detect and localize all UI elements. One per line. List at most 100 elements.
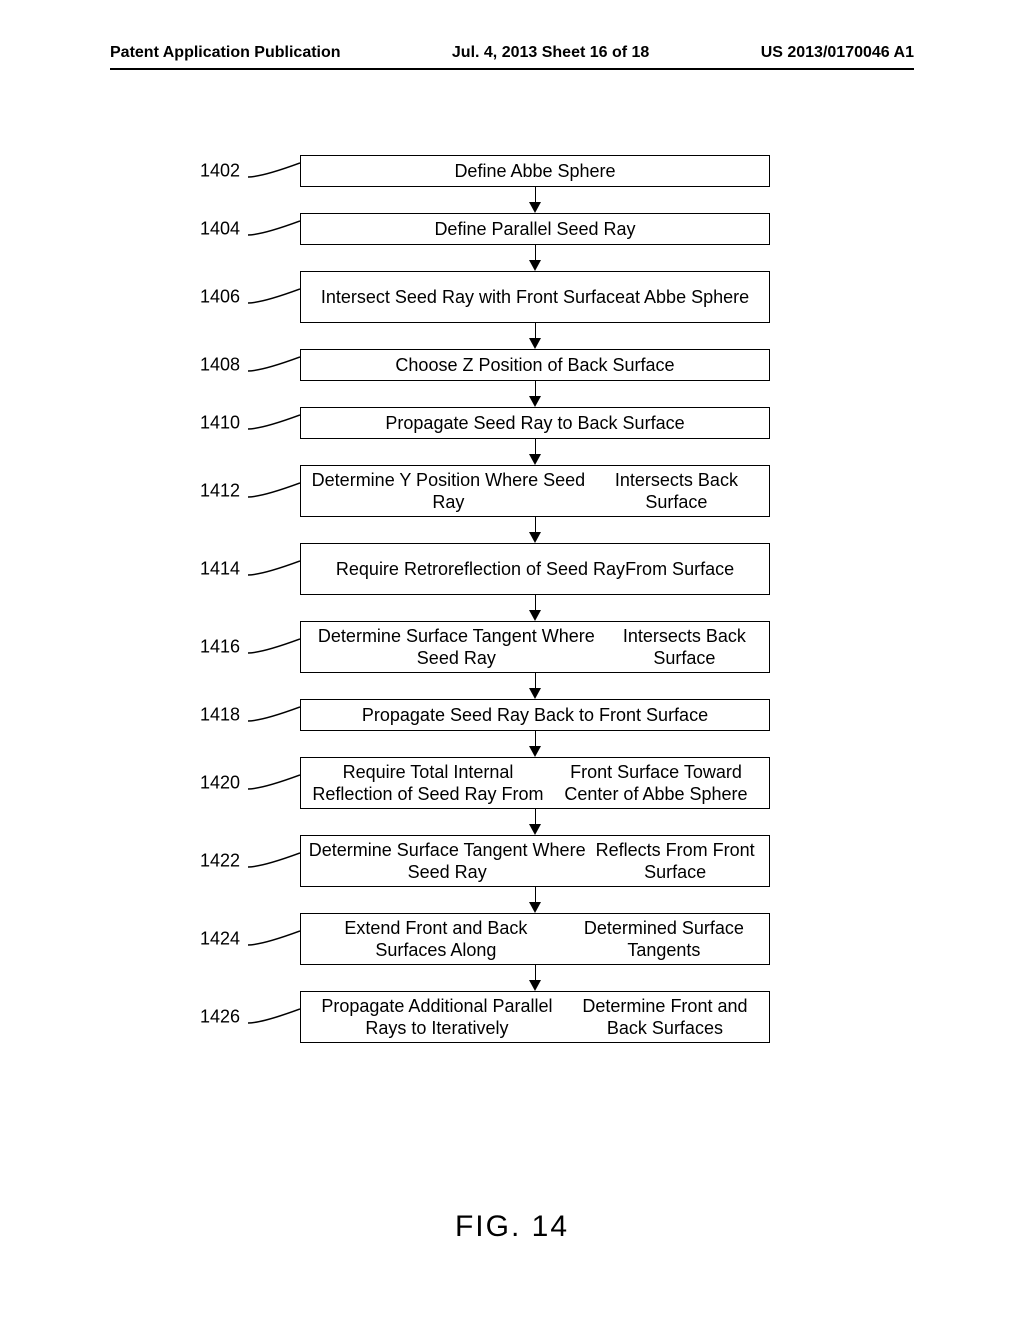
flow-step-line: Require Retroreflection of Seed Ray	[336, 558, 625, 581]
flow-step-ref: 1412	[200, 481, 240, 502]
flow-step-box: Propagate Seed Ray Back to Front Surface	[300, 699, 770, 731]
arrow-shaft	[535, 381, 536, 397]
flow-arrow	[300, 323, 770, 349]
flow-step-line: at Abbe Sphere	[625, 286, 749, 309]
flow-step-box: Extend Front and Back Surfaces AlongDete…	[300, 913, 770, 965]
flow-arrow	[300, 673, 770, 699]
flow-step-line: Extend Front and Back Surfaces Along	[307, 917, 565, 962]
flow-arrow	[300, 595, 770, 621]
flow-step-line: Require Total Internal Reflection of See…	[307, 761, 549, 806]
flow-arrow	[300, 187, 770, 213]
arrow-head-icon	[529, 454, 541, 465]
flow-step-ref: 1418	[200, 705, 240, 726]
flow-step-line: Define Abbe Sphere	[454, 160, 615, 183]
flow-step-box: Determine Y Position Where Seed RayInter…	[300, 465, 770, 517]
arrow-head-icon	[529, 980, 541, 991]
leader-curve	[244, 1005, 300, 1032]
flow-arrow	[300, 965, 770, 991]
flow-step-box: Determine Surface Tangent Where Seed Ray…	[300, 621, 770, 673]
leader-curve	[244, 411, 300, 438]
flow-step-box: Choose Z Position of Back Surface	[300, 349, 770, 381]
arrow-shaft	[535, 323, 536, 339]
flow-step-ref: 1406	[200, 287, 240, 308]
flow-step-ref: 1426	[200, 1007, 240, 1028]
header-center: Jul. 4, 2013 Sheet 16 of 18	[452, 44, 649, 62]
flow-step-line: Define Parallel Seed Ray	[434, 218, 635, 241]
arrow-shaft	[535, 517, 536, 533]
flow-arrow	[300, 439, 770, 465]
flow-step-ref: 1408	[200, 355, 240, 376]
flow-step-line: Intersects Back Surface	[606, 625, 763, 670]
arrow-head-icon	[529, 532, 541, 543]
flow-step-line: Determine Front and Back Surfaces	[567, 995, 763, 1040]
flow-step-ref: 1402	[200, 161, 240, 182]
arrow-shaft	[535, 809, 536, 825]
flow-step-box: Require Retroreflection of Seed RayFrom …	[300, 543, 770, 595]
flow-step-line: Propagate Seed Ray to Back Surface	[385, 412, 684, 435]
flow-arrow	[300, 245, 770, 271]
flow-step-line: Propagate Additional Parallel Rays to It…	[307, 995, 567, 1040]
leader-curve	[244, 557, 300, 584]
leader-curve	[244, 927, 300, 954]
flow-arrow	[300, 887, 770, 913]
arrow-shaft	[535, 731, 536, 747]
flow-arrow	[300, 381, 770, 407]
flow-step-line: Front Surface Toward Center of Abbe Sphe…	[549, 761, 763, 806]
flow-step-line: Determine Y Position Where Seed Ray	[307, 469, 590, 514]
page-header: Patent Application Publication Jul. 4, 2…	[110, 44, 914, 62]
flow-step-line: From Surface	[625, 558, 734, 581]
arrow-head-icon	[529, 202, 541, 213]
leader-curve	[244, 159, 300, 186]
arrow-head-icon	[529, 260, 541, 271]
flow-step-ref: 1416	[200, 637, 240, 658]
flow-step-ref: 1404	[200, 219, 240, 240]
header-right: US 2013/0170046 A1	[761, 44, 914, 62]
arrow-shaft	[535, 245, 536, 261]
arrow-head-icon	[529, 746, 541, 757]
flow-step-line: Intersect Seed Ray with Front Surface	[321, 286, 625, 309]
flow-step-box: Intersect Seed Ray with Front Surfaceat …	[300, 271, 770, 323]
arrow-shaft	[535, 439, 536, 455]
patent-page: Patent Application Publication Jul. 4, 2…	[0, 0, 1024, 1320]
arrow-head-icon	[529, 610, 541, 621]
leader-curve	[244, 479, 300, 506]
leader-curve	[244, 635, 300, 662]
flow-step-line: Determine Surface Tangent Where Seed Ray	[307, 625, 606, 670]
flow-arrow	[300, 809, 770, 835]
flow-step-box: Propagate Additional Parallel Rays to It…	[300, 991, 770, 1043]
leader-curve	[244, 353, 300, 380]
leader-curve	[244, 217, 300, 244]
leader-curve	[244, 849, 300, 876]
arrow-shaft	[535, 887, 536, 903]
flow-step-line: Choose Z Position of Back Surface	[395, 354, 674, 377]
arrow-head-icon	[529, 338, 541, 349]
flow-step-line: Determine Surface Tangent Where Seed Ray	[307, 839, 587, 884]
arrow-head-icon	[529, 396, 541, 407]
arrow-shaft	[535, 673, 536, 689]
flow-step-ref: 1420	[200, 773, 240, 794]
arrow-shaft	[535, 965, 536, 981]
flow-step-line: Determined Surface Tangents	[565, 917, 763, 962]
flow-step-ref: 1424	[200, 929, 240, 950]
flow-step-ref: 1414	[200, 559, 240, 580]
leader-curve	[244, 703, 300, 730]
arrow-head-icon	[529, 688, 541, 699]
flow-arrow	[300, 517, 770, 543]
arrow-shaft	[535, 595, 536, 611]
figure-caption: FIG. 14	[0, 1210, 1024, 1244]
header-left: Patent Application Publication	[110, 44, 341, 62]
flow-step-line: Reflects From Front Surface	[587, 839, 763, 884]
arrow-head-icon	[529, 902, 541, 913]
flow-step-box: Require Total Internal Reflection of See…	[300, 757, 770, 809]
flow-step-box: Define Parallel Seed Ray	[300, 213, 770, 245]
flow-step-ref: 1422	[200, 851, 240, 872]
flow-step-box: Define Abbe Sphere	[300, 155, 770, 187]
flow-step-ref: 1410	[200, 413, 240, 434]
flow-step-box: Determine Surface Tangent Where Seed Ray…	[300, 835, 770, 887]
flow-step-box: Propagate Seed Ray to Back Surface	[300, 407, 770, 439]
header-rule	[110, 68, 914, 70]
leader-curve	[244, 285, 300, 312]
arrow-head-icon	[529, 824, 541, 835]
flow-arrow	[300, 731, 770, 757]
flow-step-line: Intersects Back Surface	[590, 469, 763, 514]
